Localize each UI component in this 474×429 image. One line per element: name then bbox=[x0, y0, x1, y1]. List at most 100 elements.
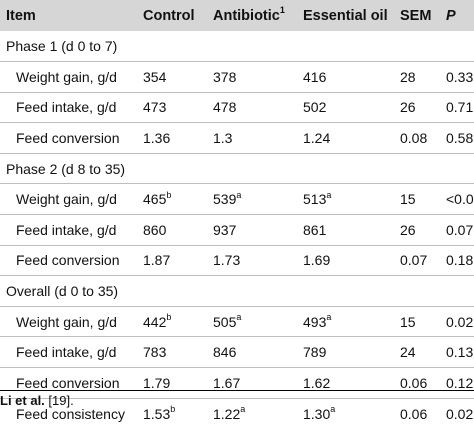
header-p: P bbox=[440, 0, 474, 31]
cell-antibiotic-superscript: a bbox=[240, 404, 246, 415]
cell-antibiotic-value: 846 bbox=[213, 344, 237, 361]
cell-sem: 28 bbox=[394, 61, 440, 93]
cell-essential-oil-value: 493 bbox=[303, 313, 327, 330]
cell-antibiotic-value: 505 bbox=[213, 313, 237, 330]
header-antibiotic-footnote-mark: 1 bbox=[279, 4, 285, 15]
cell-antibiotic: 1.67 bbox=[207, 367, 297, 399]
cell-p: 0.58 bbox=[440, 122, 474, 154]
cell-item: Feed intake, g/d bbox=[0, 336, 137, 368]
cell-sem: 0.06 bbox=[394, 397, 440, 429]
cell-control-value: 473 bbox=[143, 99, 167, 116]
cell-antibiotic-value: 1.67 bbox=[213, 374, 241, 391]
cell-p: <0.01 bbox=[440, 183, 474, 215]
section-row: Phase 2 (d 8 to 35) bbox=[0, 152, 474, 184]
cell-antibiotic-value: 1.73 bbox=[213, 252, 241, 269]
cell-item: Weight gain, g/d bbox=[0, 183, 137, 215]
cell-essential-oil-value: 1.69 bbox=[303, 252, 331, 269]
cell-control-value: 860 bbox=[143, 221, 167, 238]
cell-essential-oil: 1.62 bbox=[297, 367, 394, 399]
cell-item: Feed conversion bbox=[0, 367, 137, 399]
table-row: Weight gain, g/d 442b 505a 493a 15 0.02 bbox=[0, 305, 474, 337]
cell-p: 0.02 bbox=[440, 397, 474, 429]
table-row: Feed conversion 1.87 1.73 1.69 0.07 0.18 bbox=[0, 244, 474, 276]
cell-control: 860 bbox=[137, 214, 207, 246]
cell-control-value: 783 bbox=[143, 344, 167, 361]
cell-control: 465b bbox=[137, 183, 207, 215]
table-body: Phase 1 (d 0 to 7) Weight gain, g/d 354 378… bbox=[0, 31, 474, 429]
cell-essential-oil: 861 bbox=[297, 214, 394, 246]
cell-antibiotic-superscript: a bbox=[236, 189, 242, 200]
cell-antibiotic: 378 bbox=[207, 61, 297, 93]
section-label: Phase 2 (d 8 to 35) bbox=[0, 152, 474, 184]
cell-control-value: 442 bbox=[143, 313, 167, 330]
header-row: Item Control Antibiotic1 Essential oil S… bbox=[0, 0, 474, 31]
cell-sem: 26 bbox=[394, 91, 440, 123]
cell-essential-oil-value: 416 bbox=[303, 68, 327, 85]
table-row: Feed conversion 1.36 1.3 1.24 0.08 0.58 bbox=[0, 122, 474, 154]
cell-p: 0.12 bbox=[440, 367, 474, 399]
cell-essential-oil: 416 bbox=[297, 61, 394, 93]
cell-item: Feed conversion bbox=[0, 122, 137, 154]
cell-antibiotic-value: 378 bbox=[213, 68, 237, 85]
cell-control: 1.87 bbox=[137, 244, 207, 276]
cell-p: 0.02 bbox=[440, 305, 474, 337]
header-antibiotic: Antibiotic1 bbox=[207, 0, 297, 31]
section-label: Overall (d 0 to 35) bbox=[0, 275, 474, 307]
cell-antibiotic-superscript: a bbox=[236, 311, 242, 322]
source-footnote: Li et al. [19]. bbox=[0, 393, 74, 408]
cell-control: 783 bbox=[137, 336, 207, 368]
cell-essential-oil-value: 789 bbox=[303, 344, 327, 361]
cell-antibiotic: 478 bbox=[207, 91, 297, 123]
cell-control-value: 1.36 bbox=[143, 130, 171, 147]
cell-item: Feed intake, g/d bbox=[0, 91, 137, 123]
cell-antibiotic: 1.3 bbox=[207, 122, 297, 154]
header-essential-oil: Essential oil bbox=[297, 0, 394, 31]
cell-control-value: 465 bbox=[143, 191, 167, 208]
header-antibiotic-label: Antibiotic bbox=[213, 7, 280, 24]
table-row: Feed intake, g/d 860 937 861 26 0.07 bbox=[0, 214, 474, 246]
cell-control: 1.79 bbox=[137, 367, 207, 399]
cell-essential-oil: 1.69 bbox=[297, 244, 394, 276]
cell-control: 354 bbox=[137, 61, 207, 93]
footnote-authors: Li et al. bbox=[0, 393, 45, 408]
cell-antibiotic: 539a bbox=[207, 183, 297, 215]
table-row: Feed conversion 1.79 1.67 1.62 0.06 0.12 bbox=[0, 367, 474, 399]
header-item: Item bbox=[0, 0, 137, 31]
cell-antibiotic-value: 937 bbox=[213, 221, 237, 238]
cell-p: 0.13 bbox=[440, 336, 474, 368]
cell-p: 0.71 bbox=[440, 91, 474, 123]
cell-essential-oil-value: 513 bbox=[303, 191, 327, 208]
cell-control-value: 1.53 bbox=[143, 405, 171, 422]
cell-essential-oil-value: 1.62 bbox=[303, 374, 331, 391]
cell-sem: 24 bbox=[394, 336, 440, 368]
cell-sem: 26 bbox=[394, 214, 440, 246]
cell-essential-oil: 789 bbox=[297, 336, 394, 368]
cell-antibiotic-value: 1.22 bbox=[213, 405, 241, 422]
header-sem: SEM bbox=[394, 0, 440, 31]
cell-control: 473 bbox=[137, 91, 207, 123]
table-row: Feed intake, g/d 783 846 789 24 0.13 bbox=[0, 336, 474, 368]
cell-antibiotic: 1.22a bbox=[207, 397, 297, 429]
cell-item: Feed conversion bbox=[0, 244, 137, 276]
cell-control-superscript: b bbox=[170, 404, 176, 415]
cell-control: 1.36 bbox=[137, 122, 207, 154]
cell-control-superscript: b bbox=[166, 311, 172, 322]
cell-item: Feed intake, g/d bbox=[0, 214, 137, 246]
cell-control: 1.53b bbox=[137, 397, 207, 429]
cell-essential-oil-superscript: a bbox=[326, 311, 332, 322]
cell-item: Weight gain, g/d bbox=[0, 305, 137, 337]
cell-control-value: 1.87 bbox=[143, 252, 171, 269]
section-row: Phase 1 (d 0 to 7) bbox=[0, 31, 474, 62]
cell-essential-oil-value: 861 bbox=[303, 221, 327, 238]
cell-essential-oil-superscript: a bbox=[326, 189, 332, 200]
cell-control-superscript: b bbox=[166, 189, 172, 200]
cell-sem: 0.07 bbox=[394, 244, 440, 276]
cell-antibiotic: 937 bbox=[207, 214, 297, 246]
cell-antibiotic-value: 539 bbox=[213, 191, 237, 208]
cell-antibiotic-value: 1.3 bbox=[213, 130, 233, 147]
cell-control-value: 1.79 bbox=[143, 374, 171, 391]
cell-sem: 15 bbox=[394, 183, 440, 215]
cell-essential-oil: 493a bbox=[297, 305, 394, 337]
